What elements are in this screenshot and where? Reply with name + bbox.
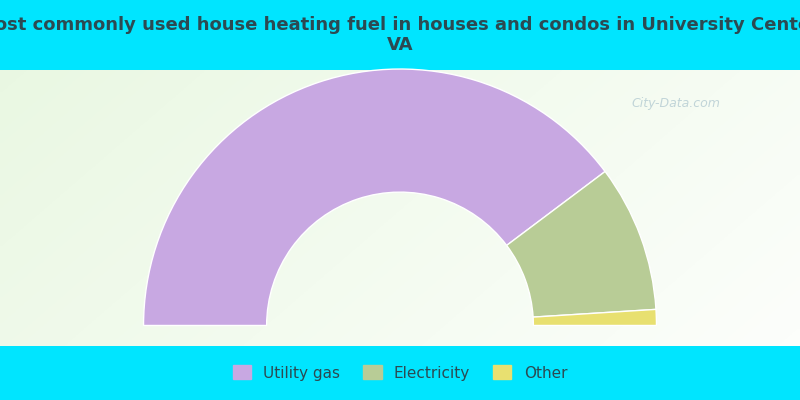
Wedge shape xyxy=(143,69,605,326)
Wedge shape xyxy=(533,309,657,326)
Text: Most commonly used house heating fuel in houses and condos in University Center,: Most commonly used house heating fuel in… xyxy=(0,16,800,54)
Text: City-Data.com: City-Data.com xyxy=(631,97,721,110)
Wedge shape xyxy=(506,172,656,317)
Legend: Utility gas, Electricity, Other: Utility gas, Electricity, Other xyxy=(226,359,574,387)
